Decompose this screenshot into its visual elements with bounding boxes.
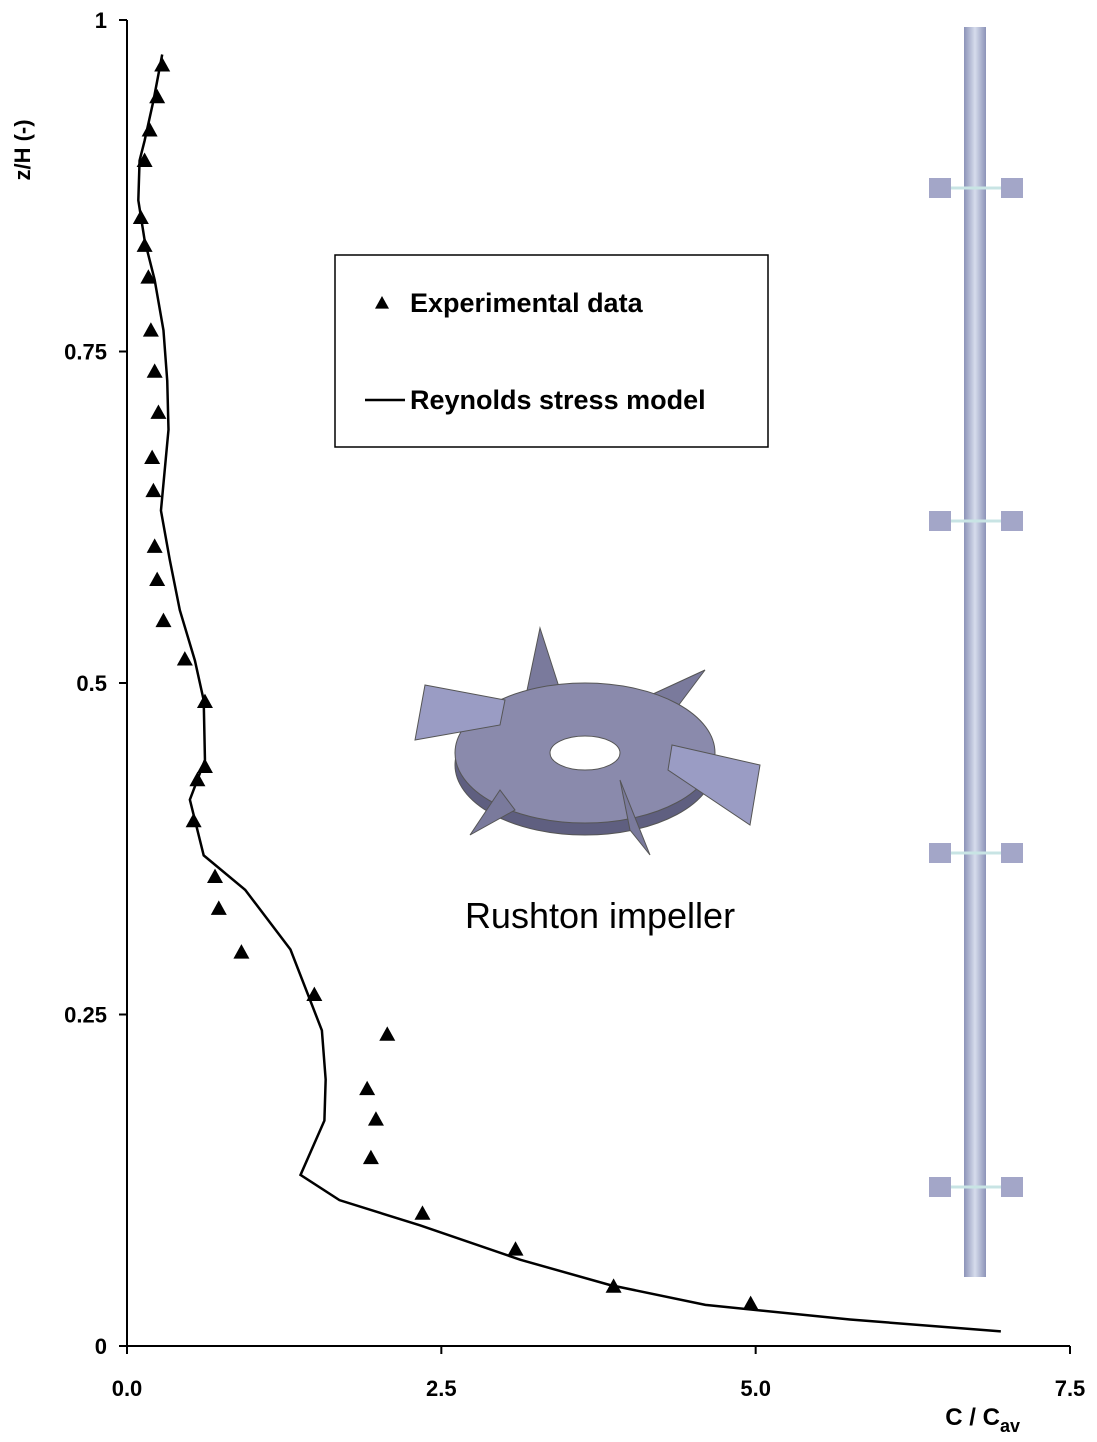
impeller-illustration	[414, 626, 761, 856]
shaft-illustration	[929, 27, 1023, 1277]
data-point	[149, 88, 166, 104]
data-point	[145, 482, 162, 498]
data-point	[367, 1111, 384, 1126]
data-point	[379, 1026, 396, 1041]
legend-label: Reynolds stress model	[410, 385, 706, 415]
y-tick-label: 1	[95, 8, 107, 33]
data-point	[414, 1205, 431, 1220]
x-tick-label: 0.0	[112, 1376, 143, 1401]
data-point	[141, 122, 158, 137]
legend-marker	[375, 296, 389, 309]
data-point	[185, 812, 202, 828]
x-axis-label: C / Cav	[945, 1404, 1020, 1436]
data-point	[210, 900, 227, 915]
data-point	[140, 269, 157, 284]
data-point	[359, 1080, 376, 1096]
data-point	[149, 571, 166, 586]
legend: Experimental data Reynolds stress model	[334, 254, 769, 448]
data-point	[207, 868, 224, 883]
x-axis-label-sub: av	[1000, 1416, 1020, 1436]
legend-label: Experimental data	[410, 288, 644, 318]
y-tick-label: 0.75	[64, 340, 107, 365]
x-tick-label: 2.5	[426, 1376, 457, 1401]
x-tick-label: 5.0	[740, 1376, 771, 1401]
x-tick-label: 7.5	[1055, 1376, 1086, 1401]
data-point	[142, 322, 159, 337]
annotation: Rushton impeller	[465, 895, 735, 936]
data-point	[150, 404, 167, 419]
data-point	[176, 651, 193, 666]
data-point	[144, 449, 161, 464]
y-tick-label: 0	[95, 1334, 107, 1359]
legend-box	[334, 254, 769, 448]
data-point	[155, 612, 172, 628]
data-point	[154, 57, 171, 72]
data-point	[507, 1241, 524, 1256]
data-point	[146, 538, 163, 553]
y-tick-label: 0.5	[76, 671, 107, 696]
y-axis-label: z/H (-)	[10, 119, 35, 180]
y-tick-label: 0.25	[64, 1003, 107, 1028]
data-point	[233, 944, 250, 959]
data-line	[137, 54, 1001, 1333]
data-point	[742, 1295, 759, 1310]
data-point	[362, 1149, 379, 1165]
x-axis-label-main: C / C	[945, 1404, 1000, 1431]
data-point	[146, 363, 163, 378]
